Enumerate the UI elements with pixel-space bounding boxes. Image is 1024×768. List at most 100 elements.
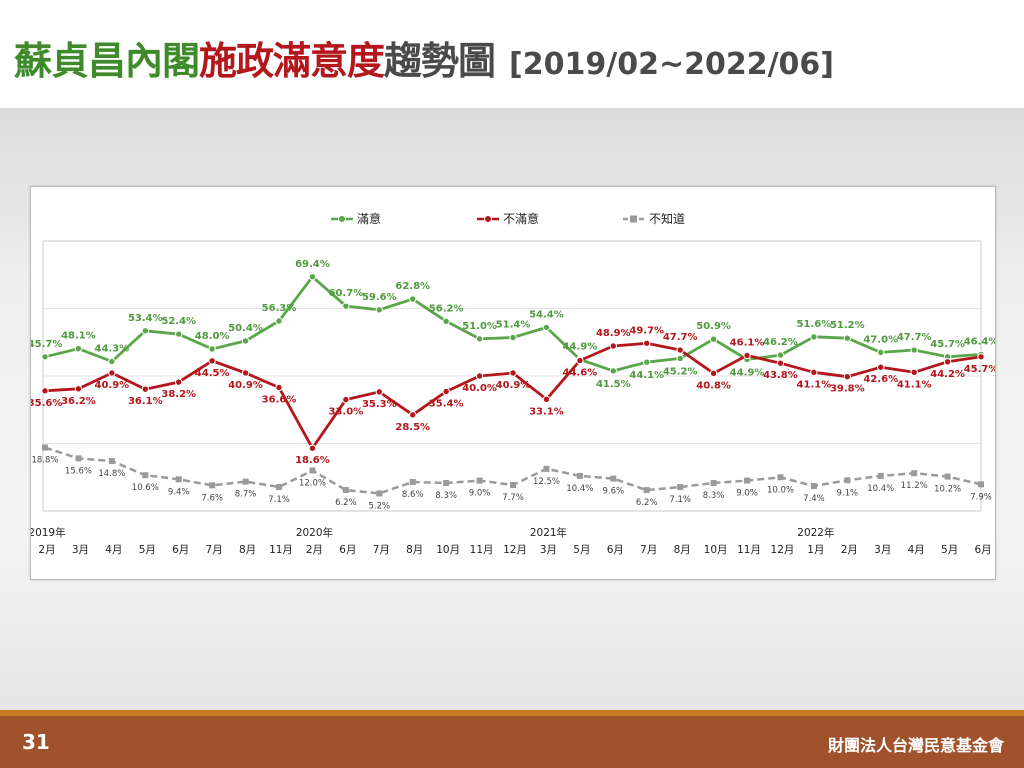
data-point bbox=[710, 479, 717, 486]
x-tick-label: 6月 bbox=[607, 544, 624, 556]
legend-label: 不知道 bbox=[649, 212, 685, 226]
data-point bbox=[241, 369, 250, 377]
data-label: 38.2% bbox=[161, 389, 196, 400]
x-tick-label: 5月 bbox=[573, 544, 590, 556]
data-label: 49.7% bbox=[629, 325, 664, 336]
x-tick-label: 4月 bbox=[105, 544, 122, 556]
data-label: 50.9% bbox=[696, 321, 731, 332]
data-label: 47.0% bbox=[863, 334, 898, 345]
data-point bbox=[709, 335, 718, 343]
data-point bbox=[208, 357, 216, 365]
title-part-trend: 趨勢圖 bbox=[384, 39, 496, 83]
x-tick-label: 12月 bbox=[771, 544, 795, 556]
data-label: 10.0% bbox=[767, 485, 794, 495]
data-point bbox=[443, 479, 450, 486]
data-label: 36.1% bbox=[128, 396, 163, 407]
data-label: 33.1% bbox=[529, 406, 564, 417]
x-tick-label: 11月 bbox=[470, 544, 494, 556]
data-label: 18.8% bbox=[31, 456, 58, 466]
data-label: 56.3% bbox=[262, 303, 297, 314]
data-label: 45.7% bbox=[964, 364, 995, 375]
x-tick-label: 1月 bbox=[807, 544, 824, 556]
data-label: 40.0% bbox=[462, 383, 497, 394]
data-label: 40.9% bbox=[228, 380, 263, 391]
x-tick-label: 5月 bbox=[139, 544, 156, 556]
data-label: 51.2% bbox=[830, 320, 865, 331]
data-point bbox=[75, 455, 82, 462]
data-label: 10.2% bbox=[934, 485, 961, 495]
x-tick-label: 12月 bbox=[503, 544, 527, 556]
x-tick-label: 3月 bbox=[72, 544, 89, 556]
data-point bbox=[74, 385, 83, 393]
data-point bbox=[42, 444, 48, 451]
title-part-satisfaction: 施政滿意度 bbox=[199, 39, 385, 83]
data-label: 44.2% bbox=[930, 369, 965, 380]
data-point bbox=[576, 472, 583, 479]
data-label: 53.4% bbox=[128, 313, 163, 324]
data-point bbox=[709, 369, 718, 378]
x-tick-label: 10月 bbox=[704, 544, 728, 556]
x-tick-label: 4月 bbox=[908, 544, 925, 556]
data-point bbox=[74, 344, 83, 353]
data-label: 7.4% bbox=[803, 494, 825, 504]
data-point bbox=[944, 473, 951, 480]
data-label: 35.3% bbox=[362, 399, 397, 410]
data-point bbox=[376, 490, 383, 497]
data-label: 28.5% bbox=[395, 422, 430, 433]
data-label: 10.4% bbox=[867, 484, 894, 494]
data-point bbox=[844, 477, 851, 484]
data-point bbox=[777, 474, 784, 481]
x-year-label: 2020年 bbox=[296, 526, 333, 539]
data-label: 7.7% bbox=[502, 493, 524, 503]
data-point bbox=[276, 484, 283, 491]
data-point bbox=[643, 358, 651, 366]
data-label: 45.2% bbox=[663, 366, 698, 377]
x-year-label: 2021年 bbox=[530, 526, 567, 539]
data-point bbox=[843, 372, 852, 381]
data-point bbox=[843, 334, 852, 342]
data-point bbox=[375, 306, 383, 314]
legend-marker bbox=[630, 215, 637, 223]
data-label: 7.9% bbox=[970, 492, 992, 502]
data-label: 41.1% bbox=[797, 379, 832, 390]
data-label: 59.6% bbox=[362, 292, 397, 303]
data-label: 44.9% bbox=[563, 341, 598, 352]
data-point bbox=[409, 478, 416, 485]
data-point bbox=[609, 367, 618, 375]
legend-marker bbox=[484, 215, 492, 223]
page-number: 31 bbox=[22, 730, 50, 754]
data-label: 9.0% bbox=[736, 489, 758, 499]
data-label: 7.6% bbox=[201, 493, 223, 503]
data-label: 9.4% bbox=[168, 487, 190, 497]
x-tick-label: 11月 bbox=[269, 544, 293, 556]
page-title: 蘇貞昌內閣施政滿意度趨勢圖 [2019/02~2022/06] bbox=[14, 30, 834, 85]
data-label: 7.1% bbox=[669, 495, 691, 505]
data-label: 41.5% bbox=[596, 379, 631, 390]
data-label: 15.6% bbox=[65, 466, 92, 476]
x-tick-label: 8月 bbox=[239, 544, 256, 556]
data-label: 44.5% bbox=[195, 368, 230, 379]
data-point bbox=[442, 387, 450, 396]
data-point bbox=[643, 487, 650, 494]
data-point bbox=[108, 369, 116, 377]
x-tick-label: 11月 bbox=[737, 544, 761, 556]
data-point bbox=[977, 353, 985, 361]
x-tick-label: 2月 bbox=[38, 544, 55, 556]
data-point bbox=[610, 475, 617, 482]
data-label: 48.0% bbox=[195, 331, 230, 342]
data-label: 51.6% bbox=[797, 319, 832, 330]
data-point bbox=[677, 484, 684, 491]
data-label: 47.7% bbox=[897, 332, 932, 343]
data-label: 52.4% bbox=[161, 316, 196, 327]
chart-panel: 滿意 不滿意 不知道 45.7% 48.1% 44.3% 53.4% 52.4% 48.0% 50… bbox=[30, 186, 996, 580]
title-bar: 蘇貞昌內閣施政滿意度趨勢圖 [2019/02~2022/06] bbox=[0, 0, 1024, 108]
data-point bbox=[442, 317, 450, 326]
data-label: 69.4% bbox=[295, 259, 330, 270]
data-label: 12.5% bbox=[533, 477, 560, 487]
data-point bbox=[509, 333, 517, 342]
data-label: 8.6% bbox=[402, 490, 424, 500]
data-point bbox=[342, 302, 350, 310]
data-label: 8.7% bbox=[235, 490, 257, 500]
trend-line-chart: 滿意 不滿意 不知道45.7%48.1%44.3%53.4%52.4%48.0%50… bbox=[31, 211, 995, 556]
data-point bbox=[510, 482, 517, 489]
